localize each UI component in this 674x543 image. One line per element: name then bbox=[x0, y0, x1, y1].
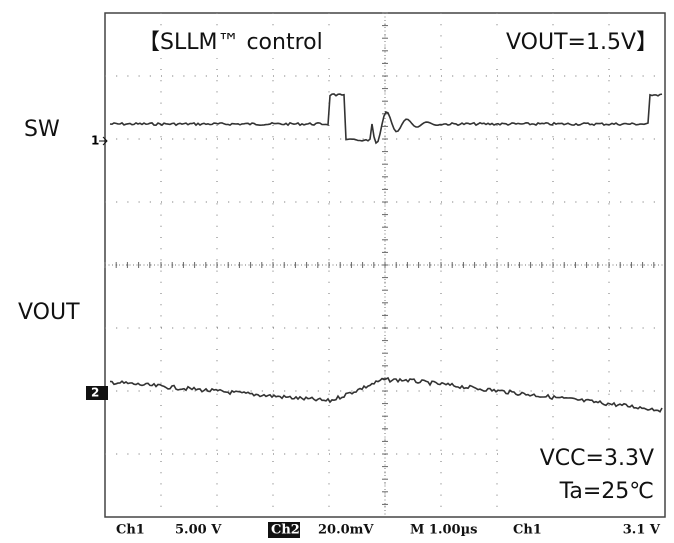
condition: Ta=25℃ bbox=[559, 479, 654, 504]
condition: VCC=3.3V bbox=[540, 446, 654, 471]
channel-marker: 2 bbox=[91, 386, 99, 400]
channel-marker: 1 bbox=[91, 134, 99, 148]
status-text: Ch1 bbox=[513, 523, 542, 538]
status-text: 5.00 V bbox=[175, 523, 222, 538]
status-text: Ch2 bbox=[271, 523, 300, 538]
scope-screen: 【SLLM™ control VOUT=1.5V】 SW 1 VOUT 2 VC… bbox=[0, 0, 674, 543]
channel-label: VOUT bbox=[18, 300, 80, 325]
status-text: 20.0mV bbox=[318, 523, 374, 538]
title-right: VOUT=1.5V】 bbox=[506, 30, 658, 55]
channel-label: SW bbox=[24, 117, 60, 142]
scope-display: 【SLLM™ control VOUT=1.5V】 SW 1 VOUT 2 VC… bbox=[0, 0, 674, 543]
status-text: Ch1 bbox=[116, 523, 145, 538]
status-text: M 1.00µs bbox=[410, 523, 477, 538]
status-text: 3.1 V bbox=[623, 523, 661, 538]
title-left: 【SLLM™ control bbox=[138, 30, 323, 55]
